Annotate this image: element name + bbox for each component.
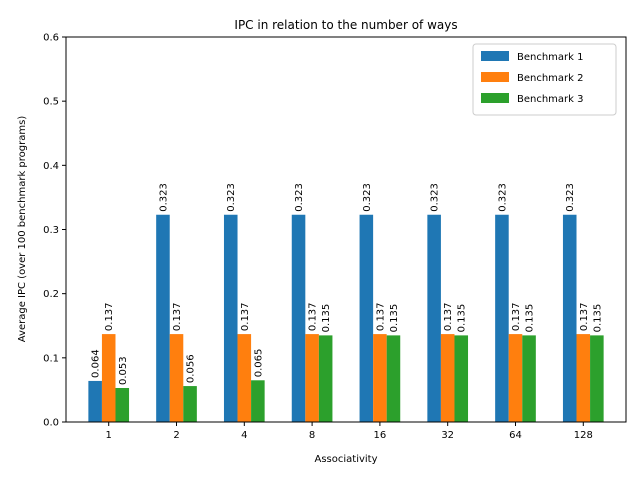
data-label-2-128: 0.137 — [579, 302, 590, 331]
x-axis-ticks: 1 2 4 8 16 32 64 128 — [106, 422, 593, 441]
y-tick-label: 0.0 — [43, 418, 59, 429]
legend-swatch — [481, 72, 509, 82]
bar-3-128 — [590, 335, 604, 423]
data-label-3-2: 0.056 — [186, 354, 197, 383]
data-label-3-16: 0.135 — [389, 304, 400, 333]
data-label-1-16: 0.323 — [362, 183, 373, 212]
legend-swatch — [481, 51, 509, 61]
bar-3-4 — [251, 380, 265, 422]
bar-2-2 — [169, 334, 184, 422]
bar-2-16 — [373, 334, 387, 422]
data-label-3-128: 0.135 — [592, 304, 603, 333]
legend-label: Benchmark 3 — [517, 94, 584, 105]
data-label-2-32: 0.137 — [443, 302, 454, 331]
bar-3-2 — [183, 386, 197, 422]
bar-1-2 — [156, 214, 170, 422]
bar-2-8 — [305, 334, 319, 422]
data-label-1-8: 0.323 — [294, 183, 305, 212]
x-tick-label: 8 — [309, 430, 315, 441]
y-tick-label: 0.1 — [43, 353, 59, 364]
y-tick-label: 0.5 — [43, 97, 59, 108]
y-axis-label: Average IPC (over 100 benchmark programs… — [17, 116, 28, 343]
x-tick-label: 128 — [574, 430, 593, 441]
bar-2-64 — [508, 334, 523, 422]
y-tick-label: 0.3 — [43, 225, 59, 236]
x-tick-label: 32 — [441, 430, 454, 441]
data-label-1-128: 0.323 — [565, 183, 576, 212]
plot-area: 0.064 0.323 0.323 0.323 0.323 0.323 0.323 0.323… — [65, 36, 627, 423]
x-tick-label: 64 — [509, 430, 522, 441]
data-label-2-4: 0.137 — [240, 302, 251, 331]
y-tick-label: 0.2 — [43, 289, 59, 300]
data-label-3-1: 0.053 — [118, 356, 129, 385]
legend-label: Benchmark 1 — [517, 52, 584, 63]
bar-1-4 — [223, 214, 238, 422]
bar-1-8 — [291, 214, 306, 422]
y-axis-ticks: 0.0 0.1 0.2 0.3 0.4 0.5 0.6 — [43, 33, 66, 429]
data-label-3-64: 0.135 — [525, 304, 536, 333]
data-label-2-8: 0.137 — [308, 302, 319, 331]
bar-3-1 — [115, 387, 130, 422]
bar-2-1 — [101, 334, 116, 422]
legend: Benchmark 1 Benchmark 2 Benchmark 3 — [472, 43, 617, 116]
bar-3-64 — [522, 335, 536, 423]
bar-3-32 — [454, 335, 469, 423]
legend-label: Benchmark 2 — [517, 73, 584, 84]
x-axis-label: Associativity — [314, 454, 377, 465]
bar-1-128 — [562, 214, 577, 422]
bar-1-1 — [88, 380, 102, 422]
data-label-1-4: 0.323 — [226, 183, 237, 212]
bar-3-8 — [318, 335, 333, 423]
data-label-3-4: 0.065 — [253, 349, 264, 378]
bar-3-16 — [386, 335, 401, 423]
x-tick-label: 1 — [106, 430, 112, 441]
x-tick-label: 2 — [173, 430, 179, 441]
y-tick-label: 0.6 — [43, 33, 59, 44]
data-label-2-2: 0.137 — [172, 302, 183, 331]
data-label-1-1: 0.064 — [91, 349, 102, 378]
data-label-2-16: 0.137 — [375, 302, 386, 331]
data-label-1-2: 0.323 — [158, 183, 169, 212]
x-tick-label: 4 — [241, 430, 247, 441]
bar-1-16 — [359, 214, 374, 422]
data-label-2-64: 0.137 — [511, 302, 522, 331]
bar-1-64 — [495, 214, 509, 422]
data-label-3-32: 0.135 — [457, 304, 468, 333]
y-tick-label: 0.4 — [43, 161, 59, 172]
data-label-3-8: 0.135 — [321, 304, 332, 333]
x-tick-label: 16 — [374, 430, 387, 441]
legend-swatch — [481, 93, 509, 103]
bar-2-128 — [576, 334, 591, 422]
chart-title: IPC in relation to the number of ways — [234, 18, 457, 32]
bar-2-4 — [237, 334, 252, 422]
data-label-1-32: 0.323 — [430, 183, 441, 212]
data-label-1-64: 0.323 — [497, 183, 508, 212]
bar-1-32 — [427, 214, 441, 422]
data-label-2-1: 0.137 — [104, 302, 115, 331]
bar-2-32 — [440, 334, 455, 422]
